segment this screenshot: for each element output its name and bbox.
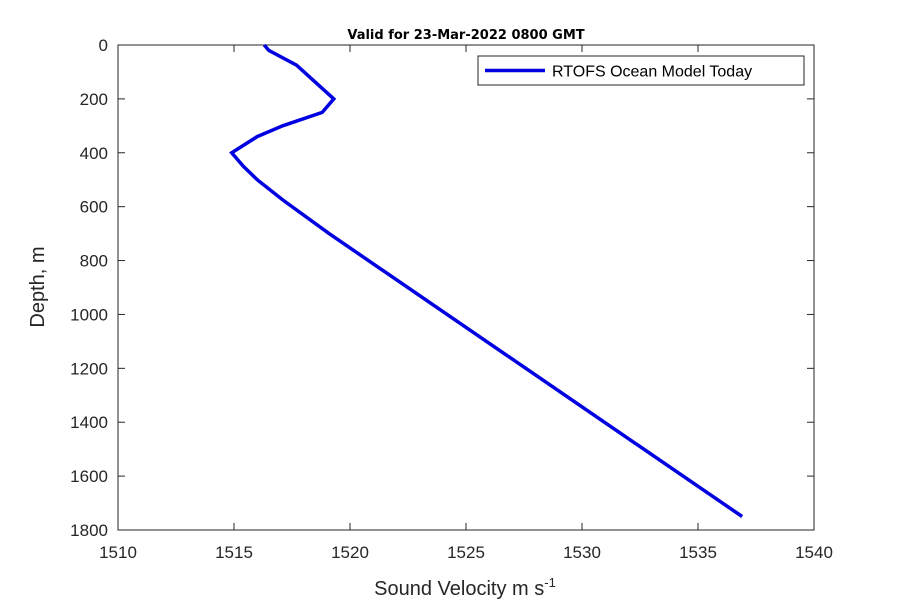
x-axis-label-text: Sound Velocity m s — [374, 578, 544, 600]
y-tick-label: 1800 — [70, 521, 108, 540]
y-tick-label: 200 — [80, 90, 108, 109]
y-tick-label: 1200 — [70, 359, 108, 378]
y-tick-label: 1000 — [70, 305, 108, 324]
chart-title: Valid for 23-Mar-2022 0800 GMT — [347, 28, 584, 43]
x-tick-label: 1525 — [447, 543, 485, 562]
x-tick-label: 1510 — [99, 543, 137, 562]
plot-area — [117, 44, 815, 531]
x-tick-label: 1515 — [215, 543, 253, 562]
y-tick-label: 1600 — [70, 467, 108, 486]
y-tick-label: 0 — [99, 36, 108, 55]
y-tick-label: 600 — [80, 198, 108, 217]
x-axis-label-superscript: -1 — [544, 575, 556, 590]
ticks-layer: 1510 1515 1520 1525 1530 1535 1540 0 200 400 600 80… — [70, 36, 833, 562]
y-tick-label: 1400 — [70, 413, 108, 432]
x-axis-label: Sound Velocity m s-1 — [374, 575, 556, 600]
legend: RTOFS Ocean Model Today — [477, 55, 805, 86]
y-tick-label: 400 — [80, 144, 108, 163]
y-tick-label: 800 — [80, 252, 108, 271]
legend-entry: RTOFS Ocean Model Today — [552, 64, 752, 81]
series-line — [229, 43, 744, 518]
x-tick-label: 1540 — [795, 543, 833, 562]
x-tick-label: 1530 — [563, 543, 601, 562]
x-tick-label: 1535 — [679, 543, 717, 562]
x-tick-label: 1520 — [331, 543, 369, 562]
series-layer — [229, 43, 744, 518]
y-axis-label: Depth, m — [27, 246, 49, 327]
